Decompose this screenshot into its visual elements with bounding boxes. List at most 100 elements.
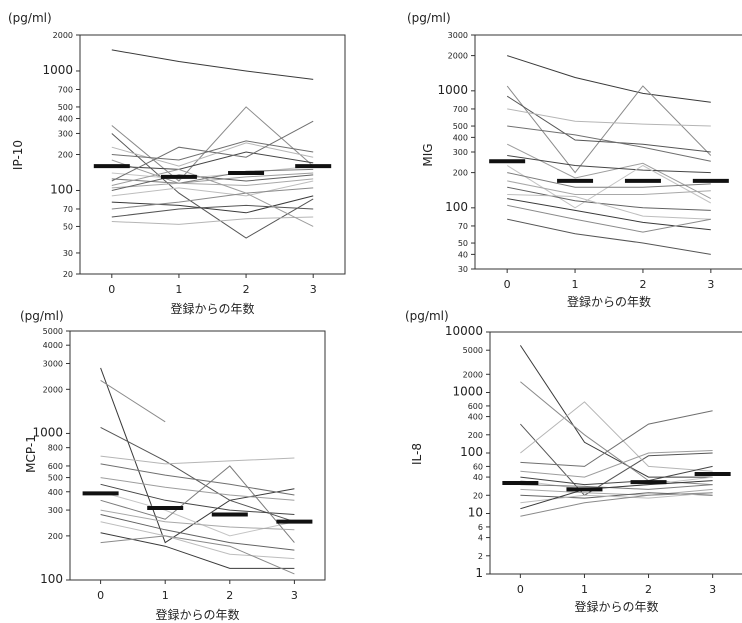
series-line <box>507 172 711 188</box>
y-tick-label: 400 <box>48 488 63 497</box>
y-tick-label: 70 <box>63 205 73 214</box>
y-tick-label: 50 <box>63 222 73 231</box>
series-line <box>111 106 314 182</box>
series-line <box>100 483 295 515</box>
x-tick-label: 1 <box>175 283 182 296</box>
y-tick-label: 300 <box>58 129 73 138</box>
series-line <box>100 509 295 531</box>
series-line <box>111 216 314 225</box>
y-axis-label: MCP-1 <box>24 435 38 473</box>
x-tick-label: 2 <box>645 583 652 596</box>
series-line <box>520 423 713 496</box>
series-line <box>100 379 166 423</box>
y-tick-label: 500 <box>48 474 63 483</box>
x-tick-label: 3 <box>709 583 716 596</box>
y-tick-label: 1000 <box>437 83 468 97</box>
y-tick-label: 30 <box>63 249 73 258</box>
series-line <box>507 55 711 103</box>
y-tick-label: 20 <box>473 491 483 500</box>
x-tick-label: 0 <box>108 283 115 296</box>
unit-label: (pg/ml) <box>8 11 52 25</box>
y-tick-label: 1000 <box>32 425 63 439</box>
y-tick-label: 2000 <box>43 385 63 394</box>
y-tick-label: 20 <box>63 270 73 279</box>
series-line <box>100 514 295 551</box>
y-axis-label: IL-8 <box>410 443 424 465</box>
y-tick-label: 1000 <box>42 63 73 77</box>
y-tick-label: 400 <box>58 115 73 124</box>
series-line <box>111 195 314 214</box>
y-tick-label: 400 <box>468 413 483 422</box>
y-tick-label: 70 <box>458 222 468 231</box>
series-line <box>111 174 314 191</box>
y-tick-label: 6 <box>478 523 483 532</box>
y-tick-label: 100 <box>460 445 483 459</box>
series-line <box>100 477 295 501</box>
x-tick-label: 3 <box>291 589 298 602</box>
y-tick-label: 200 <box>468 431 483 440</box>
x-tick-label: 3 <box>310 283 317 296</box>
unit-label: (pg/ml) <box>407 11 451 25</box>
series-line <box>507 155 711 174</box>
series-line <box>100 463 295 496</box>
y-tick-label: 1000 <box>452 385 483 399</box>
series-line <box>111 120 314 182</box>
x-tick-label: 2 <box>639 278 646 291</box>
chart-panel-il-8: 1246102040601002004006001000200050001000… <box>405 309 742 614</box>
y-tick-label: 5000 <box>43 327 63 336</box>
chart-panel-mcp-1: 100 200 300 400 500 600 800 1000 2000 3000 4000 500… <box>20 309 326 622</box>
series-line <box>520 492 713 517</box>
y-tick-label: 2 <box>478 552 483 561</box>
series-line <box>506 164 712 209</box>
series-line <box>111 178 314 189</box>
y-tick-label: 600 <box>468 402 483 411</box>
y-tick-label: 60 <box>473 462 483 471</box>
x-tick-label: 0 <box>504 278 511 291</box>
series-line <box>111 140 314 161</box>
y-axis-label: IP-10 <box>11 140 25 170</box>
series-line <box>507 194 711 220</box>
series-line <box>507 186 711 211</box>
y-tick-label: 600 <box>48 462 63 471</box>
x-tick-label: 3 <box>707 278 714 291</box>
y-tick-label: 200 <box>453 169 468 178</box>
series-line <box>111 180 314 197</box>
y-tick-label: 700 <box>58 85 73 94</box>
series-line <box>111 49 314 80</box>
y-axis-label: MIG <box>421 143 435 166</box>
y-tick-label: 500 <box>453 122 468 131</box>
y-tick-label: 1 <box>475 566 483 580</box>
x-axis-label: 登録からの年数 <box>574 599 658 614</box>
x-tick-label: 0 <box>517 583 524 596</box>
x-axis-label: 登録からの年数 <box>170 301 254 316</box>
series-line <box>100 521 295 560</box>
y-tick-label: 4 <box>478 534 483 543</box>
chart-panel-mig: 30 40 50 70 100 200 300 400 500 700 1000 2000 3000 0 1… <box>407 11 742 309</box>
series-line <box>111 204 314 218</box>
series-line <box>111 187 314 210</box>
y-tick-label: 100 <box>40 572 63 586</box>
series-line <box>520 465 713 486</box>
series-line <box>520 450 713 478</box>
y-tick-label: 800 <box>48 444 63 453</box>
series-line <box>506 85 712 174</box>
unit-label: (pg/ml) <box>20 309 64 323</box>
series-line <box>520 401 713 472</box>
series-line <box>111 133 314 239</box>
series-line <box>507 180 711 195</box>
series-line <box>100 367 295 544</box>
x-tick-label: 1 <box>162 589 169 602</box>
y-tick-label: 2000 <box>448 52 468 61</box>
series-line <box>507 108 711 127</box>
y-tick-label: 4000 <box>43 341 63 350</box>
series-line <box>111 142 314 167</box>
series-line <box>111 159 314 184</box>
y-tick-label: 50 <box>458 239 468 248</box>
y-tick-label: 300 <box>48 506 63 515</box>
series-line <box>519 345 713 478</box>
x-tick-label: 2 <box>226 589 233 602</box>
x-tick-label: 1 <box>572 278 579 291</box>
series-line <box>100 455 295 465</box>
y-tick-label: 40 <box>473 473 483 482</box>
y-tick-label: 3000 <box>43 360 63 369</box>
